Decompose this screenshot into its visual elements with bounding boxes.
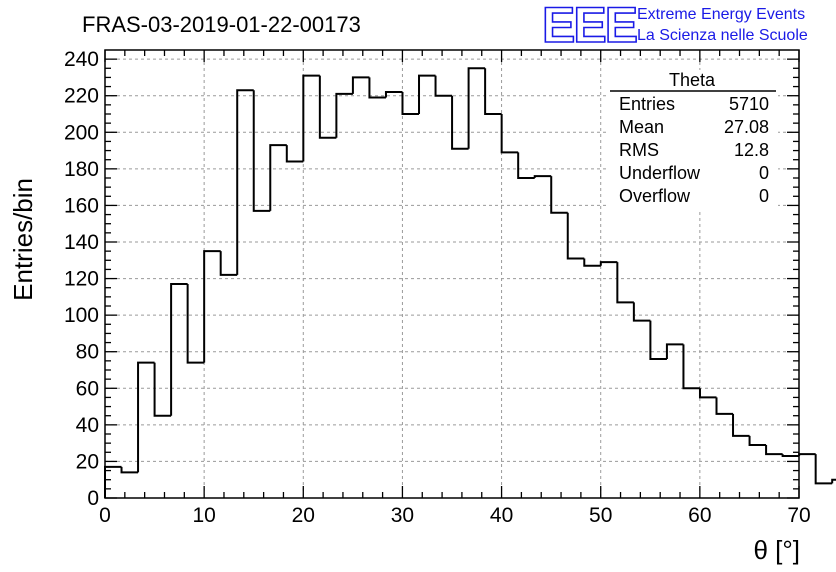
- histogram-bin: [384, 91, 403, 98]
- y-tick-label: 0: [87, 487, 99, 510]
- histogram-bin: [798, 453, 816, 456]
- stats-row-value: 5710: [729, 94, 769, 114]
- histogram-bin: [665, 343, 684, 360]
- stats-box-title: Theta: [669, 70, 716, 90]
- histogram-bin: [285, 145, 304, 163]
- histogram-bin: [137, 361, 155, 473]
- histogram-bin: [467, 67, 486, 149]
- x-axis-title: θ [°]: [753, 535, 800, 565]
- histogram-bin: [252, 90, 271, 212]
- histogram-bin: [500, 114, 519, 154]
- y-tick-label: 160: [64, 194, 99, 217]
- chart-title: FRAS-03-2019-01-22-00173: [82, 12, 361, 37]
- y-tick-label: 120: [64, 268, 99, 291]
- y-tick-label: 40: [76, 414, 99, 437]
- y-axis-title: Entries/bin: [8, 178, 38, 301]
- stats-row-label: RMS: [619, 140, 659, 160]
- histogram-bin: [120, 466, 139, 474]
- histogram-bin: [153, 362, 172, 417]
- histogram-bin: [335, 92, 353, 138]
- histogram-bin: [484, 68, 502, 115]
- histogram-bin: [318, 75, 337, 139]
- histogram-bin: [715, 397, 734, 415]
- histogram-bin: [170, 283, 188, 416]
- histogram-bin: [533, 175, 552, 178]
- y-tick-label: 60: [76, 377, 99, 400]
- histogram-bin: [418, 74, 436, 114]
- histogram-bin: [814, 454, 833, 485]
- histogram-bin: [649, 320, 667, 361]
- x-tick-label: 10: [192, 504, 215, 527]
- stats-box-background: [608, 70, 778, 210]
- x-tick-label: 40: [490, 504, 513, 527]
- y-tick-label: 220: [64, 85, 99, 108]
- histogram-bin: [616, 262, 634, 304]
- eee-logo-line2: La Scienza nelle Scuole: [637, 27, 808, 44]
- histogram-bin: [219, 251, 238, 276]
- eee-logo: EEE Extreme Energy Events La Scienza nel…: [541, 0, 808, 54]
- histogram-bin: [566, 212, 585, 260]
- histogram-bin: [186, 284, 205, 364]
- histogram-bin: [517, 152, 535, 179]
- x-tick-label: 20: [292, 504, 315, 527]
- histogram-bin: [781, 454, 800, 457]
- histogram-bin: [203, 250, 221, 363]
- histogram-bin: [401, 92, 420, 115]
- stats-row-value: 27.08: [724, 117, 769, 137]
- histogram-bin: [732, 413, 750, 437]
- histogram-bin: [451, 95, 469, 150]
- y-tick-label: 240: [64, 48, 99, 71]
- histogram-bin: [104, 465, 122, 498]
- histogram-bin: [599, 261, 618, 266]
- histogram-bin: [236, 89, 254, 275]
- stats-box: Theta Entries 5710 Mean 27.08 RMS 12.8 Underfl…: [608, 70, 778, 210]
- histogram-bin: [765, 444, 783, 456]
- stats-row-label: Underflow: [619, 163, 701, 183]
- x-tick-label: 60: [688, 504, 711, 527]
- tick-label-layer: 0 10 20 30 40 50 60 70 0 20 40 60 80 100 120 140 160 180 2…: [64, 48, 811, 527]
- y-tick-label: 100: [64, 304, 99, 327]
- y-tick-label: 20: [76, 450, 99, 473]
- histogram-bin: [698, 388, 717, 399]
- stats-row-label: Entries: [619, 94, 675, 114]
- y-tick-label: 80: [76, 341, 99, 364]
- x-tick-label: 50: [589, 504, 612, 527]
- histogram-bin: [550, 176, 568, 214]
- x-tick-label: 30: [391, 504, 414, 527]
- tick-layer: [104, 50, 800, 499]
- histogram-bin: [368, 77, 386, 99]
- eee-logo-line1: Extreme Energy Events: [637, 6, 805, 23]
- histogram-bin: [682, 344, 700, 390]
- eee-logo-mark: EEE: [542, 0, 637, 53]
- x-tick-label: 0: [99, 504, 111, 527]
- histogram-bin: [748, 435, 767, 446]
- stats-rows: Entries 5710 Mean 27.08 RMS 12.8 Underflow 0 Ove…: [619, 94, 769, 206]
- y-tick-label: 180: [64, 158, 99, 181]
- histogram-bin: [583, 258, 601, 267]
- stats-row-label: Mean: [619, 117, 664, 137]
- histogram-bin: [269, 144, 287, 211]
- histogram-bin: [434, 75, 453, 97]
- histogram-bin: [632, 302, 651, 322]
- histogram-bin: [351, 76, 370, 94]
- y-tick-label: 200: [64, 121, 99, 144]
- stats-row-value: 0: [759, 163, 769, 183]
- y-tick-label: 140: [64, 231, 99, 254]
- stats-row-value: 12.8: [734, 140, 769, 160]
- stats-row-label: Overflow: [619, 186, 691, 206]
- histogram-layer: [104, 67, 836, 498]
- x-tick-label: 70: [787, 504, 810, 527]
- stats-row-value: 0: [759, 186, 769, 206]
- histogram-bin: [302, 74, 320, 162]
- plot-frame: [104, 49, 800, 499]
- histogram-bin: [831, 478, 836, 484]
